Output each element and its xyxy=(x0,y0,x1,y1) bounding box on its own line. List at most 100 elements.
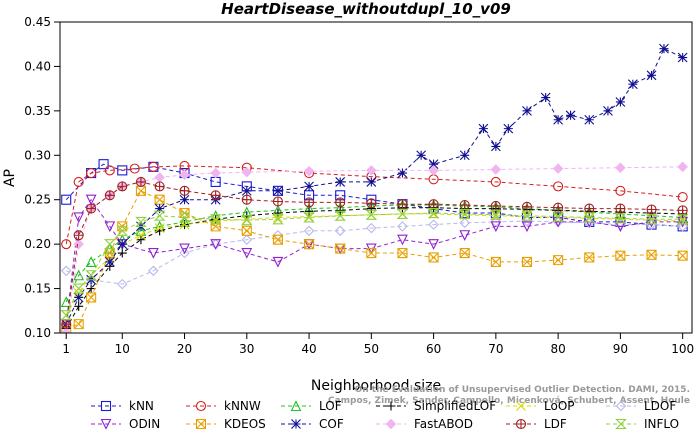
point-odin xyxy=(615,221,626,233)
point-kdeos xyxy=(397,247,408,259)
point-simplifiedlof xyxy=(117,248,127,258)
series-group xyxy=(60,43,689,333)
line-lof xyxy=(65,204,683,303)
series-ldf xyxy=(61,176,688,330)
point-inflo xyxy=(490,209,502,220)
point-fastabod xyxy=(615,162,626,174)
point-kdeos xyxy=(154,194,165,205)
point-inflo xyxy=(178,212,191,223)
legend-marker-odin xyxy=(100,418,112,430)
point-kdeos xyxy=(241,225,252,236)
point-inflo xyxy=(116,225,129,236)
point-inflo xyxy=(614,213,627,224)
series-fastabod xyxy=(60,161,688,333)
point-ldf xyxy=(304,197,315,208)
point-fastabod xyxy=(179,169,190,181)
point-kdeos xyxy=(366,247,377,259)
point-knnw xyxy=(615,185,626,196)
point-kdeos xyxy=(86,292,97,303)
point-inflo xyxy=(135,216,147,227)
legend-label: kNN xyxy=(129,399,154,413)
point-ldf xyxy=(490,200,501,211)
point-ldof xyxy=(521,215,533,227)
point-loop xyxy=(304,211,314,222)
legend-item-simplifiedlof: SimplifiedLOF xyxy=(376,399,496,413)
point-cof xyxy=(154,203,165,214)
point-lof xyxy=(73,269,85,281)
point-cof xyxy=(584,114,595,125)
point-inflo xyxy=(365,209,378,220)
legend-item-kdeos: KDEOS xyxy=(186,417,266,431)
y-axis: 0.10 0.15 0.20 0.25 0.30 0.35 0.40 0.45 xyxy=(24,15,60,340)
point-simplifiedlof xyxy=(273,208,283,218)
point-ldf xyxy=(86,203,97,214)
point-simplifiedlof xyxy=(304,206,314,216)
x-tick-label: 50 xyxy=(364,342,379,356)
point-ldf xyxy=(615,203,626,214)
point-knnw xyxy=(104,165,115,176)
legend-label: LOF xyxy=(319,399,342,413)
point-odin xyxy=(428,239,439,250)
legend-label: LDOF xyxy=(644,399,676,413)
y-tick-label: 0.35 xyxy=(24,104,51,118)
x-tick-label: 10 xyxy=(115,342,130,356)
x-tick-label: 1 xyxy=(62,342,70,356)
point-cof xyxy=(490,141,501,152)
point-ldof xyxy=(179,247,190,259)
point-cof xyxy=(117,239,128,250)
point-cof xyxy=(627,79,638,90)
x-tick-label: 100 xyxy=(671,342,694,356)
point-inflo xyxy=(521,210,533,221)
point-loop xyxy=(241,214,252,225)
legend-marker-inflo xyxy=(615,418,627,430)
point-ldof xyxy=(428,219,439,230)
legend-item-odin: ODIN xyxy=(91,417,160,431)
point-ldf xyxy=(584,203,595,214)
point-knnw xyxy=(61,239,72,250)
point-knnw xyxy=(129,163,140,174)
point-inflo xyxy=(676,214,689,225)
point-ldof xyxy=(148,265,159,277)
point-cof xyxy=(659,43,669,54)
point-cof xyxy=(304,181,314,192)
point-cof xyxy=(273,185,283,196)
point-cof xyxy=(615,97,626,107)
point-cof xyxy=(416,150,427,161)
point-kdeos xyxy=(553,255,564,266)
point-kdeos xyxy=(646,249,657,260)
watermark-line-1: Campos, Zimek, Sander, Campello, Micenko… xyxy=(328,396,690,406)
point-ldf xyxy=(61,319,72,330)
point-inflo xyxy=(72,283,85,294)
point-ldf xyxy=(135,176,146,187)
point-ldf xyxy=(117,181,128,192)
line-knn xyxy=(65,163,683,227)
legend-item-ldf: LDF xyxy=(506,417,567,431)
line-ldf xyxy=(65,181,683,325)
legend-label: ODIN xyxy=(129,417,160,431)
line-simplifiedlof xyxy=(65,207,683,329)
plot-area xyxy=(60,43,689,333)
point-ldf xyxy=(397,199,408,210)
legend-item-inflo: INFLO xyxy=(606,417,679,431)
point-loop xyxy=(490,210,501,221)
point-loop xyxy=(428,209,439,219)
point-kdeos xyxy=(272,234,283,245)
point-cof xyxy=(522,105,532,116)
point-fastabod xyxy=(303,166,315,177)
x-tick-label: 80 xyxy=(550,342,565,356)
point-kdeos xyxy=(428,252,439,263)
point-kdeos xyxy=(615,250,626,261)
legend-label: kNNW xyxy=(224,399,261,413)
legend-marker-ldof xyxy=(615,400,627,412)
point-inflo xyxy=(458,208,471,219)
legend-item-lof: LOF xyxy=(281,399,342,413)
point-ldf xyxy=(553,202,564,213)
point-knnw xyxy=(677,191,688,203)
point-ldof xyxy=(459,217,471,229)
point-ldof xyxy=(366,222,377,234)
point-kdeos xyxy=(490,256,501,267)
series-cof xyxy=(61,43,688,330)
point-fastabod xyxy=(428,165,439,176)
point-kdeos xyxy=(304,239,315,250)
point-odin xyxy=(397,234,408,246)
